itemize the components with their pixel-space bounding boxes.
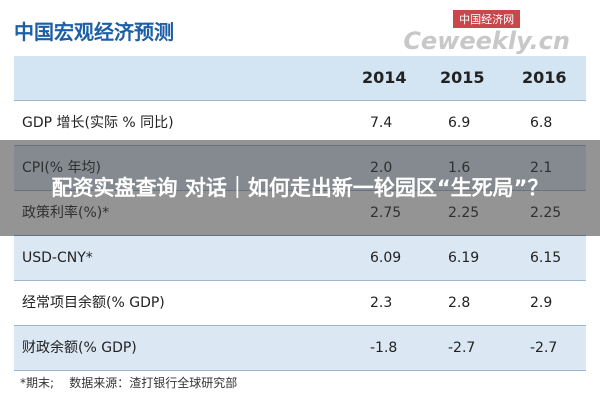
row-label: 财政余额(% GDP) bbox=[22, 340, 137, 356]
cell-value: 6.09 bbox=[370, 250, 402, 266]
cell-value: -2.7 bbox=[448, 340, 476, 356]
table-row: 财政余额(% GDP) -1.8 -2.7 -2.7 bbox=[14, 326, 586, 371]
cell-value: 2.8 bbox=[448, 295, 471, 311]
cell-value: 6.8 bbox=[530, 115, 553, 131]
cell-value: 7.4 bbox=[370, 115, 393, 131]
overlay-banner[interactable]: 配资实盘查询 对话｜如何走出新一轮园区“生死局”？ bbox=[0, 140, 600, 236]
footnote: *期末; 数据来源：渣打银行全球研究部 bbox=[20, 376, 238, 390]
watermark: 中国经济网 Ceweekly.cn bbox=[403, 8, 570, 54]
watermark-cn: 中国经济网 bbox=[453, 10, 521, 28]
column-header: 2015 bbox=[440, 68, 485, 87]
watermark-en: Ceweekly.cn bbox=[403, 27, 570, 55]
row-label: USD-CNY* bbox=[22, 250, 93, 266]
table-row: 经常项目余额(% GDP) 2.3 2.8 2.9 bbox=[14, 281, 586, 326]
table-row: USD-CNY* 6.09 6.19 6.15 bbox=[14, 236, 586, 281]
cell-value: -2.7 bbox=[530, 340, 558, 356]
column-header: 2016 bbox=[522, 68, 567, 87]
headline[interactable]: 配资实盘查询 对话｜如何走出新一轮园区“生死局”？ bbox=[51, 176, 549, 200]
row-label: GDP 增长(实际 % 同比) bbox=[22, 115, 174, 131]
cell-value: 6.19 bbox=[448, 250, 480, 266]
row-label: 经常项目余额(% GDP) bbox=[22, 295, 165, 311]
column-header: 2014 bbox=[362, 68, 407, 87]
title: 中国宏观经济预测 bbox=[14, 20, 174, 44]
cell-value: 2.3 bbox=[370, 295, 393, 311]
cell-value: 6.15 bbox=[530, 250, 562, 266]
header-row: 2014 2015 2016 bbox=[14, 56, 586, 101]
cell-value: -1.8 bbox=[370, 340, 398, 356]
cell-value: 2.9 bbox=[530, 295, 553, 311]
cell-value: 6.9 bbox=[448, 115, 471, 131]
